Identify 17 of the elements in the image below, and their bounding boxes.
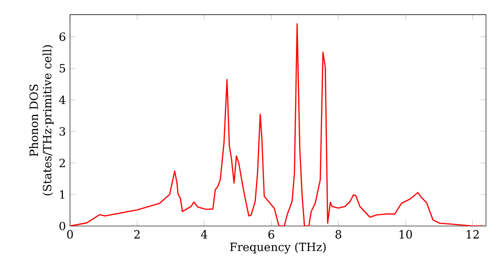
y-axis-title: Phonon DOS (States/THz·primitive cell) [29, 45, 54, 196]
y-tick-label: 4 [59, 96, 66, 104]
y-tick-label: 0 [60, 222, 66, 230]
x-axis-title: Frequency (THz) [230, 242, 326, 254]
y-tick-label: 5 [60, 64, 66, 73]
x-tick-label: 2 [134, 230, 140, 238]
y-tick-label: 2 [60, 158, 65, 168]
line-series [70, 23, 484, 226]
x-tick-label: 0 [67, 230, 73, 239]
x-tick-label: 8 [336, 230, 342, 239]
y-tick-label: 3 [60, 127, 66, 136]
y-tick-label: 6 [60, 32, 66, 42]
x-tick-label: 4 [200, 230, 208, 238]
x-tick-label: 6 [268, 230, 274, 239]
y-tick-label: 1 [60, 190, 64, 199]
x-tick-label: 12 [466, 230, 479, 238]
x-tick-label: 10 [400, 230, 412, 239]
